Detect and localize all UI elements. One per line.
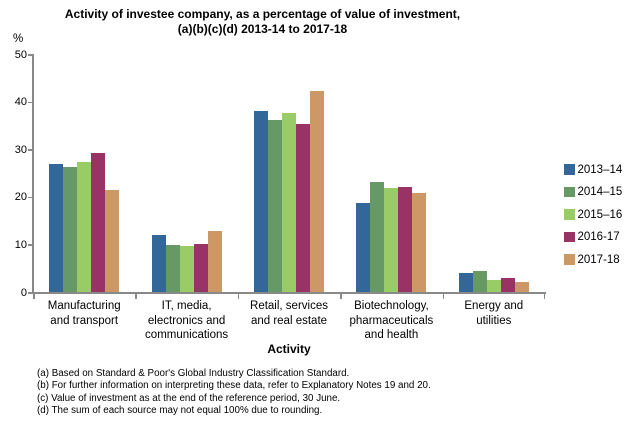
x-tick bbox=[442, 293, 445, 299]
legend-swatch bbox=[564, 186, 575, 198]
bar-2016-17-category-4 bbox=[500, 278, 515, 292]
legend-swatch bbox=[564, 254, 575, 265]
legend: 2013–14 2014–15 2015–16 2016-17 2017-18 bbox=[564, 164, 622, 277]
bar-2015–16-category-3 bbox=[384, 187, 399, 292]
footnotes: (a) Based on Standard & Poor's Global In… bbox=[37, 368, 431, 418]
y-tick bbox=[28, 101, 32, 104]
x-axis-title: Activity bbox=[267, 342, 311, 356]
x-category-label: Manufacturing and transport bbox=[47, 300, 121, 327]
x-tick bbox=[543, 293, 545, 299]
bar-2016-17-category-2 bbox=[296, 124, 310, 292]
y-tick-label: 10 bbox=[14, 238, 27, 251]
y-axis-line bbox=[32, 54, 34, 294]
bar-2016-17-category-1 bbox=[193, 244, 208, 292]
x-tick bbox=[135, 293, 137, 299]
chart-title-line1: Activity of investee company, as a perce… bbox=[64, 7, 461, 21]
y-tick bbox=[28, 244, 32, 246]
bar-2014–15-category-1 bbox=[165, 245, 180, 292]
plot-area bbox=[33, 54, 545, 292]
y-tick bbox=[28, 292, 32, 294]
bar-2013–14-category-4 bbox=[458, 272, 473, 292]
x-tick bbox=[340, 293, 342, 299]
bar-2015–16-category-1 bbox=[179, 245, 194, 292]
x-category-label: IT, media, electronics and communication… bbox=[145, 300, 229, 341]
y-tick-label: 30 bbox=[14, 143, 27, 156]
y-tick-label: 50 bbox=[14, 48, 27, 61]
bar-2014–15-category-3 bbox=[370, 181, 385, 292]
bar-2013–14-category-2 bbox=[254, 110, 268, 292]
bar-2014–15-category-0 bbox=[63, 166, 78, 292]
bar-2015–16-category-2 bbox=[282, 113, 296, 292]
x-tick bbox=[237, 293, 240, 299]
y-tick bbox=[28, 54, 32, 56]
footnote-c: (c) Value of investment as at the end of… bbox=[37, 392, 341, 404]
bar-2014–15-category-4 bbox=[472, 271, 487, 292]
legend-item: 2016-17 bbox=[564, 231, 622, 243]
bar-2014–15-category-2 bbox=[268, 119, 282, 292]
bar-2013–14-category-0 bbox=[49, 164, 64, 292]
legend-label: 2014–15 bbox=[577, 186, 623, 198]
footnote-d: (d) The sum of each source may not equal… bbox=[37, 405, 323, 417]
bar-2017-18-category-2 bbox=[310, 90, 324, 292]
bar-2015–16-category-4 bbox=[486, 280, 501, 292]
x-category-label: Biotechnology, pharmaceuticals and healt… bbox=[349, 300, 434, 341]
chart-title-line2: (a)(b)(c)(d) 2013-14 to 2017-18 bbox=[177, 22, 348, 36]
legend-item: 2017-18 bbox=[564, 253, 622, 266]
legend-label: 2016-17 bbox=[577, 231, 620, 243]
x-category-label: Energy and utilities bbox=[464, 300, 524, 327]
y-axis-unit-label: % bbox=[13, 33, 24, 45]
footnote-a: (a) Based on Standard & Poor's Global In… bbox=[37, 368, 350, 379]
x-category-label: Retail, services and real estate bbox=[250, 300, 328, 327]
x-axis-line bbox=[32, 292, 546, 294]
y-tick bbox=[28, 196, 32, 199]
y-tick-label: 40 bbox=[14, 96, 27, 109]
legend-item: 2014–15 bbox=[564, 186, 623, 198]
legend-swatch bbox=[564, 209, 575, 220]
legend-swatch bbox=[564, 231, 575, 243]
bar-2013–14-category-3 bbox=[356, 202, 371, 292]
legend-label: 2013–14 bbox=[577, 163, 623, 176]
legend-item: 2015–16 bbox=[564, 208, 623, 221]
chart-title: Activity of investee company, as a perce… bbox=[0, 7, 525, 37]
y-tick bbox=[28, 149, 32, 151]
legend-item: 2013–14 bbox=[564, 163, 623, 176]
bar-2017-18-category-1 bbox=[207, 230, 222, 292]
x-tick bbox=[33, 293, 35, 299]
legend-label: 2015–16 bbox=[577, 208, 623, 221]
y-tick-label: 0 bbox=[20, 286, 27, 299]
bar-2017-18-category-0 bbox=[105, 190, 120, 292]
y-tick-label: 20 bbox=[14, 191, 27, 204]
bar-2015–16-category-0 bbox=[77, 162, 92, 292]
bar-2017-18-category-4 bbox=[514, 281, 529, 292]
footnote-b: (b) For further information on interpret… bbox=[37, 380, 431, 392]
bar-2013–14-category-1 bbox=[151, 235, 166, 292]
legend-swatch bbox=[564, 164, 575, 175]
bar-2016-17-category-0 bbox=[91, 153, 106, 292]
bar-2016-17-category-3 bbox=[398, 187, 413, 292]
bar-2017-18-category-3 bbox=[412, 193, 427, 292]
legend-label: 2017-18 bbox=[577, 253, 620, 266]
